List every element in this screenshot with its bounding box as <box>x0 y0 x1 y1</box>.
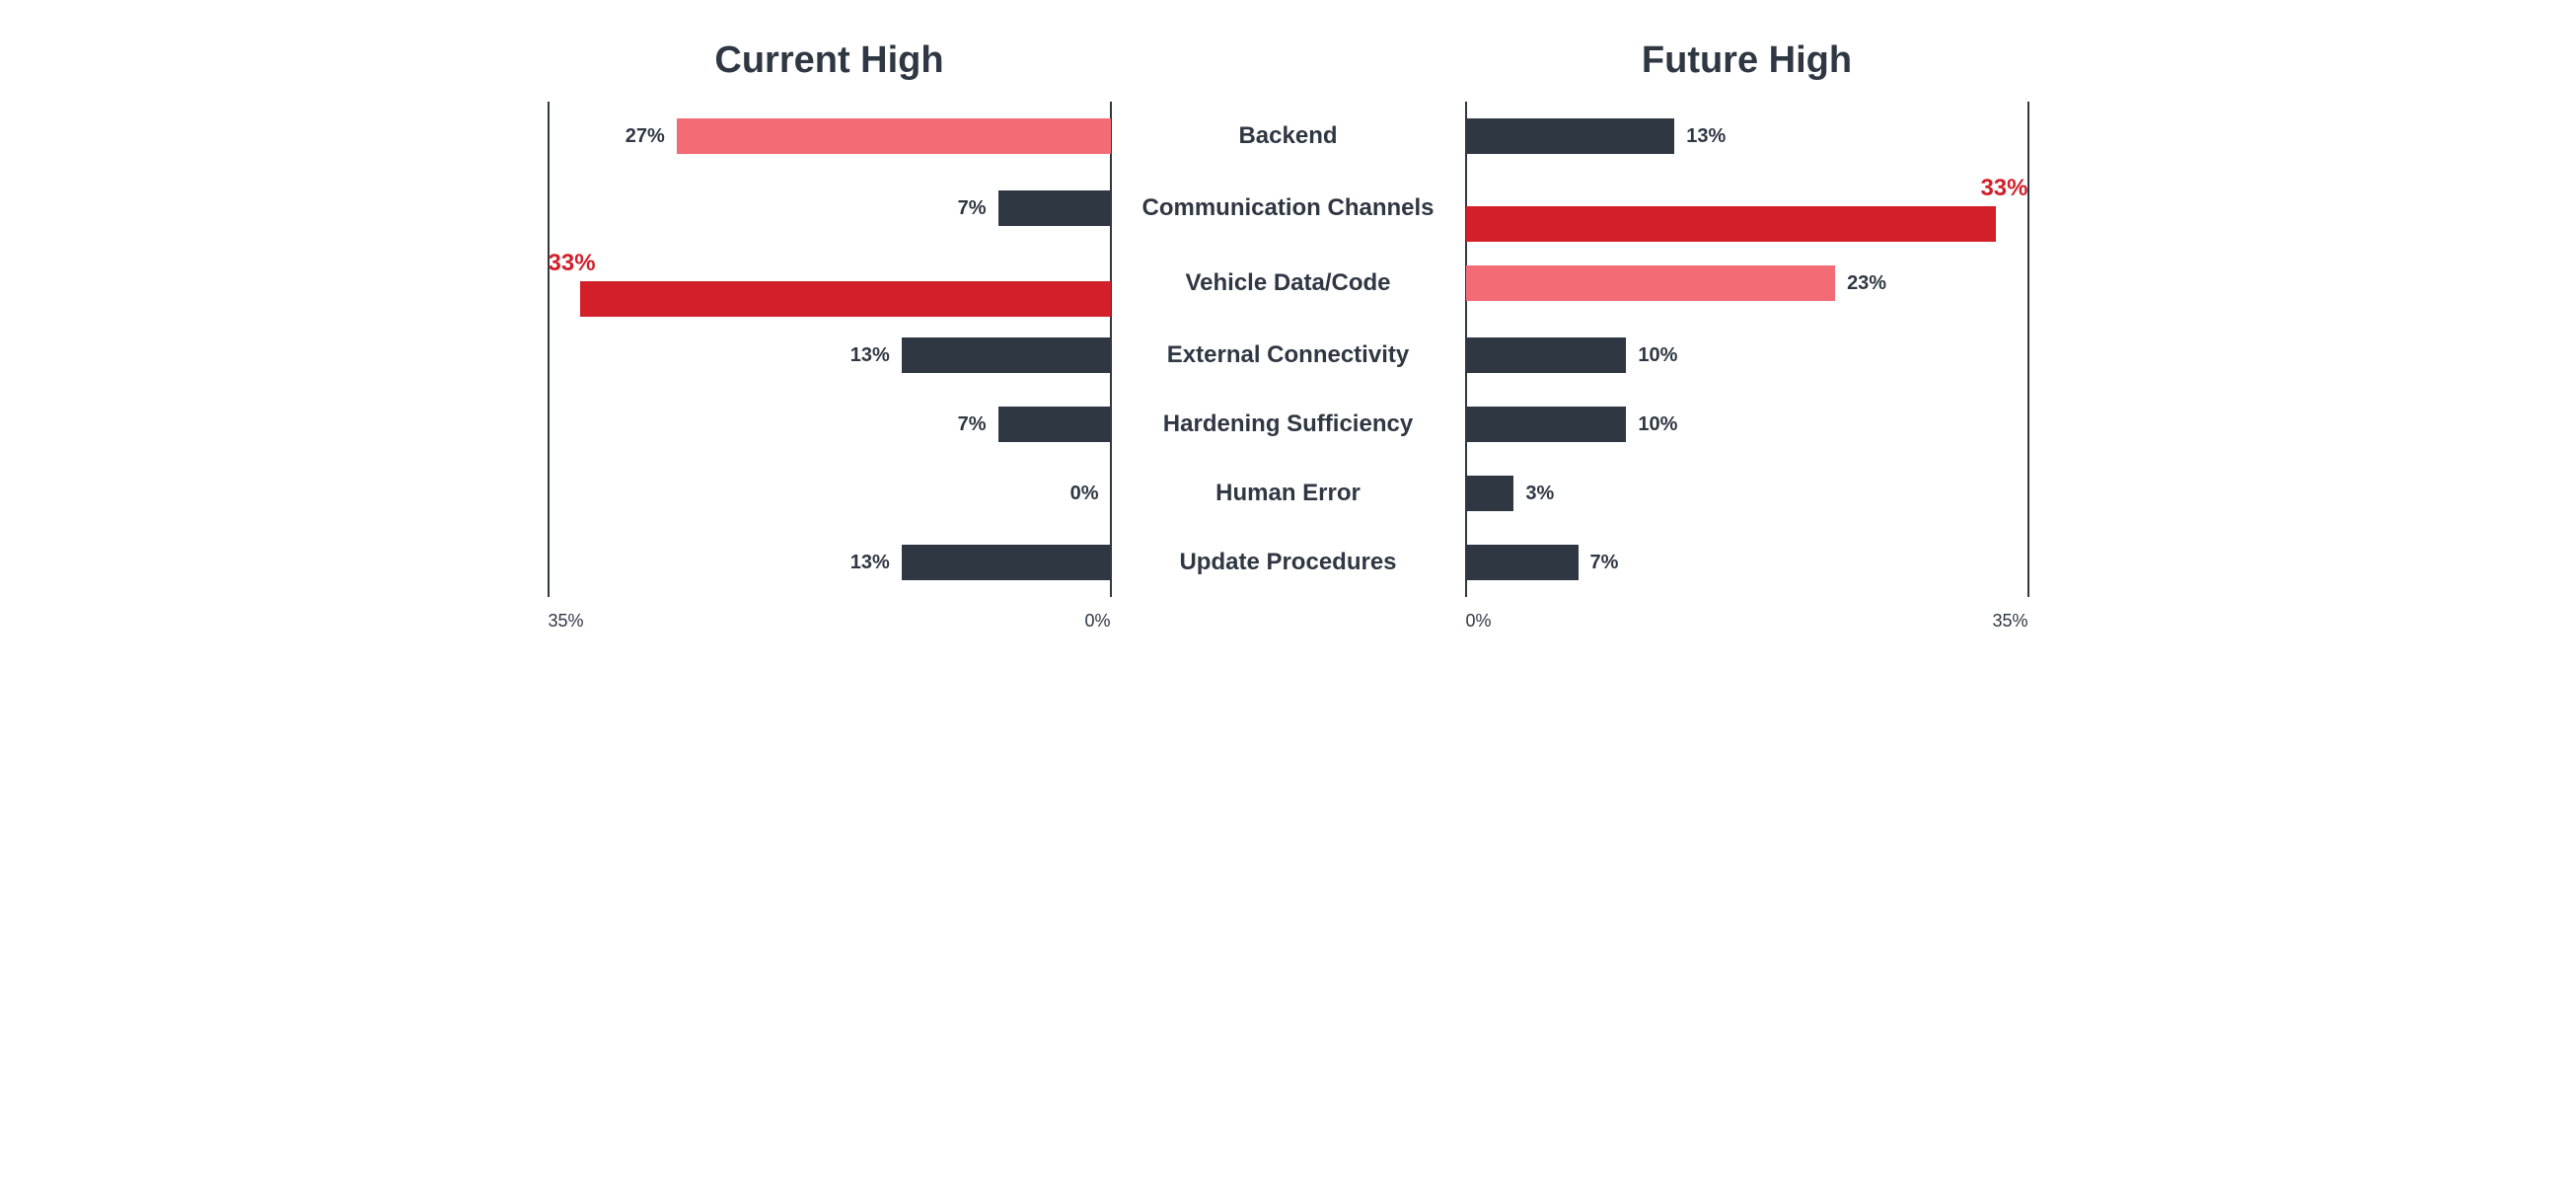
chart-row: 13% External Connectivity 10% <box>549 321 2028 390</box>
category-label: Backend <box>1111 121 1466 151</box>
right-bar-cell: 10% <box>1466 407 2028 442</box>
chart-row: 0%Human Error 3% <box>549 459 2028 528</box>
left-bar-cell: 33% <box>549 250 1111 317</box>
category-label: Update Procedures <box>1111 548 1466 577</box>
right-bar-cell: 13% <box>1466 118 2028 154</box>
right-bar <box>1466 265 1836 301</box>
chart-row: 27% Backend 13% <box>549 102 2028 171</box>
left-bar <box>998 407 1111 442</box>
left-value-label: 33% <box>549 250 596 281</box>
right-value-label: 13% <box>1674 125 1737 148</box>
category-label: Hardening Sufficiency <box>1111 410 1466 439</box>
left-axis-start: 35% <box>549 611 584 632</box>
left-bar <box>902 545 1111 580</box>
title-spacer <box>1111 39 1466 82</box>
right-value-label: 3% <box>1513 483 1566 505</box>
right-axis-start: 0% <box>1466 611 1492 632</box>
right-bar <box>1466 476 1514 511</box>
left-bar-cell: 0% <box>549 476 1111 511</box>
right-bar-cell: 33% <box>1466 175 2028 242</box>
left-value-label: 7% <box>946 413 998 436</box>
right-bar <box>1466 206 1996 242</box>
right-title: Future High <box>1466 39 2028 82</box>
right-bar <box>1466 118 1675 154</box>
left-bar-cell: 27% <box>549 118 1111 154</box>
left-bar-cell: 13% <box>549 545 1111 580</box>
left-bar <box>998 190 1111 226</box>
category-label: External Connectivity <box>1111 340 1466 370</box>
right-value-label: 10% <box>1626 413 1689 436</box>
left-bar <box>902 337 1111 373</box>
left-title: Current High <box>549 39 1111 82</box>
axis-labels: 35% 0% 0% 35% <box>549 603 2028 632</box>
right-value-label: 33% <box>1980 175 2027 206</box>
right-bar-cell: 10% <box>1466 337 2028 373</box>
category-label: Vehicle Data/Code <box>1111 268 1466 298</box>
chart-body: 27% Backend 13% 7% Communication Channels 33%… <box>549 102 2028 597</box>
right-axis-labels: 0% 35% <box>1466 603 2028 632</box>
left-value-label: 13% <box>839 344 902 367</box>
left-value-label: 27% <box>614 125 677 148</box>
chart-titles: Current High Future High <box>549 39 2028 82</box>
left-bar-cell: 7% <box>549 190 1111 226</box>
left-value-label: 0% <box>1059 483 1111 505</box>
left-bar-cell: 13% <box>549 337 1111 373</box>
right-bar-cell: 3% <box>1466 476 2028 511</box>
left-bar-cell: 7% <box>549 407 1111 442</box>
diverging-bar-chart: Current High Future High 27% Backend 13% 7%… <box>549 39 2028 632</box>
right-axis-end: 35% <box>1992 611 2027 632</box>
right-value-label: 7% <box>1579 552 1631 574</box>
right-value-label: 23% <box>1835 272 1898 295</box>
left-bar <box>677 118 1111 154</box>
chart-row: 33% Vehicle Data/Code 23% <box>549 246 2028 321</box>
left-bar <box>580 281 1110 317</box>
axis-spacer <box>1111 603 1466 632</box>
chart-row: 13% Update Procedures 7% <box>549 528 2028 597</box>
left-axis-labels: 35% 0% <box>549 603 1111 632</box>
right-bar <box>1466 407 1627 442</box>
left-value-label: 7% <box>946 197 998 220</box>
right-bar <box>1466 337 1627 373</box>
category-label: Communication Channels <box>1111 193 1466 223</box>
right-bar <box>1466 545 1579 580</box>
chart-row: 7% Communication Channels 33% <box>549 171 2028 246</box>
left-value-label: 13% <box>839 552 902 574</box>
right-value-label: 10% <box>1626 344 1689 367</box>
right-bar-cell: 23% <box>1466 265 2028 301</box>
category-label: Human Error <box>1111 479 1466 508</box>
left-axis-end: 0% <box>1084 611 1110 632</box>
right-bar-cell: 7% <box>1466 545 2028 580</box>
chart-row: 7% Hardening Sufficiency 10% <box>549 390 2028 459</box>
